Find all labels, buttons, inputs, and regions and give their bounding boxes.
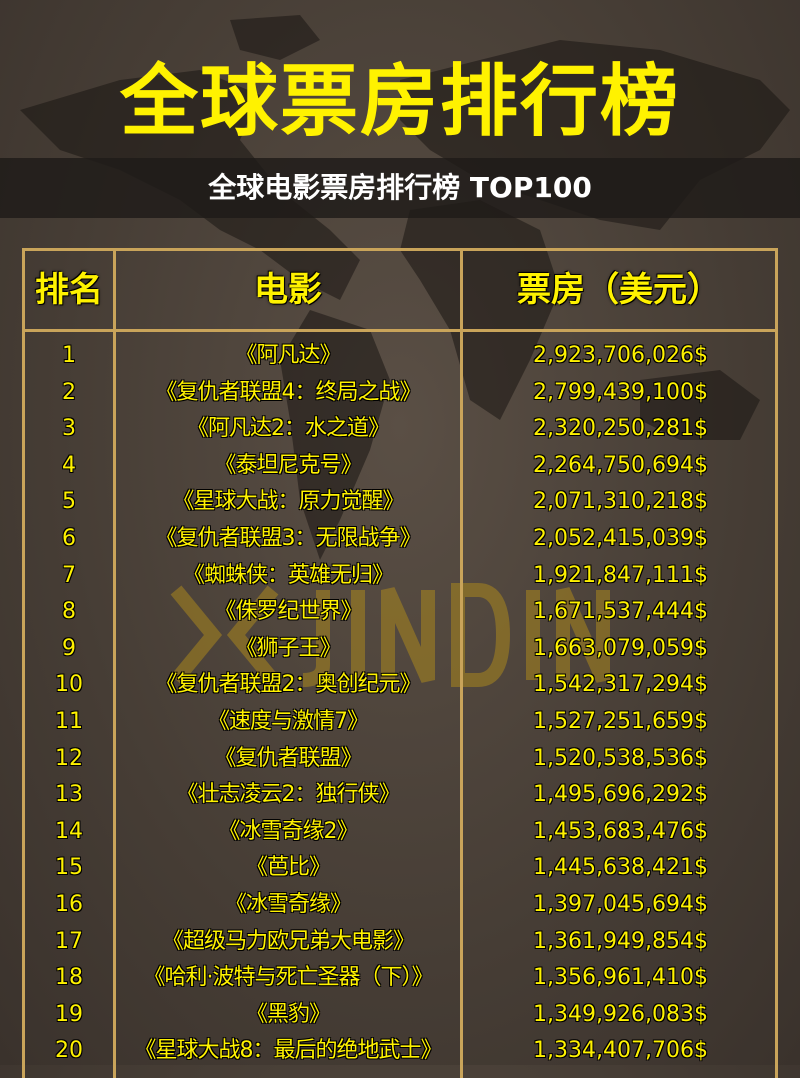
movie-cell: 《侏罗纪世界》	[214, 599, 362, 625]
movie-cell: 《黑豹》	[245, 1001, 331, 1027]
gross-cell: 2,052,415,039$	[533, 526, 708, 551]
gross-cell: 1,671,537,444$	[533, 599, 708, 625]
gross-cell: 1,663,079,059$	[533, 635, 708, 661]
rank-cell: 10	[55, 672, 83, 698]
table-row: 9 《狮子王》 1,663,079,059$	[25, 631, 775, 668]
movie-cell: 《壮志凌云2：独行侠》	[176, 782, 401, 808]
rank-cell: 3	[62, 416, 76, 442]
gross-cell: 1,349,926,083$	[533, 1001, 708, 1027]
movie-cell: 《冰雪奇缘》	[224, 892, 352, 917]
rank-cell: 4	[62, 452, 76, 478]
movie-cell: 《泰坦尼克号》	[214, 452, 362, 478]
gross-cell: 1,495,696,292$	[533, 782, 708, 808]
gross-cell: 2,320,250,281$	[533, 416, 708, 442]
table-row: 13 《壮志凌云2：独行侠》 1,495,696,292$	[25, 777, 775, 814]
table-row: 16 《冰雪奇缘》 1,397,045,694$	[25, 887, 775, 924]
rank-cell: 18	[55, 965, 83, 991]
gross-cell: 1,334,407,706$	[533, 1038, 708, 1064]
rank-cell: 17	[55, 928, 83, 954]
table-row: 20 《星球大战8：最后的绝地武士》 1,334,407,706$	[25, 1033, 775, 1070]
movie-cell: 《阿凡达》	[235, 343, 341, 368]
movie-cell: 《复仇者联盟4：终局之战》	[155, 379, 422, 405]
rank-cell: 1	[62, 343, 76, 368]
watermark-logo-icon	[170, 583, 610, 687]
table-row: 4 《泰坦尼克号》 2,264,750,694$	[25, 448, 775, 485]
table-row: 15 《芭比》 1,445,638,421$	[25, 850, 775, 887]
gross-cell: 2,264,750,694$	[533, 452, 708, 478]
column-header-gross: 票房（美元）	[517, 270, 721, 310]
rank-cell: 13	[55, 782, 83, 808]
header-divider	[25, 329, 775, 332]
table-row: 6 《复仇者联盟3：无限战争》 2,052,415,039$	[25, 521, 775, 558]
movie-cell: 《冰雪奇缘2》	[218, 818, 359, 844]
movie-cell: 《超级马力欧兄弟大电影》	[161, 928, 415, 954]
rank-cell: 15	[55, 855, 83, 881]
rank-cell: 16	[55, 892, 83, 917]
table-row: 7 《蜘蛛侠：英雄无归》 1,921,847,111$	[25, 558, 775, 595]
rank-cell: 20	[55, 1038, 83, 1064]
movie-cell: 《狮子王》	[235, 635, 341, 661]
movie-cell: 《速度与激情7》	[208, 709, 369, 734]
table-row: 3 《阿凡达2：水之道》 2,320,250,281$	[25, 411, 775, 448]
rank-cell: 19	[55, 1001, 83, 1027]
gross-cell: 1,527,251,659$	[533, 709, 708, 734]
gross-cell: 1,397,045,694$	[533, 892, 708, 917]
rank-cell: 2	[62, 379, 76, 405]
page-title: 全球票房排行榜	[119, 57, 680, 147]
table-row: 2 《复仇者联盟4：终局之战》 2,799,439,100$	[25, 375, 775, 412]
gross-cell: 1,356,961,410$	[533, 965, 708, 991]
table-row: 11 《速度与激情7》 1,527,251,659$	[25, 704, 775, 741]
movie-cell: 《芭比》	[245, 855, 331, 881]
rank-cell: 6	[62, 526, 76, 551]
gross-cell: 2,799,439,100$	[533, 379, 708, 405]
subtitle-band	[0, 158, 800, 218]
table-row: 5 《星球大战：原力觉醒》 2,071,310,218$	[25, 484, 775, 521]
table-row: 14 《冰雪奇缘2》 1,453,683,476$	[25, 814, 775, 851]
rank-cell: 12	[55, 745, 83, 771]
column-header-rank: 排名	[35, 270, 103, 310]
rank-cell: 9	[62, 635, 76, 661]
table-row: 10 《复仇者联盟2：奥创纪元》 1,542,317,294$	[25, 667, 775, 704]
table-row: 18 《哈利·波特与死亡圣器（下）》 1,356,961,410$	[25, 960, 775, 997]
rank-cell: 8	[62, 599, 76, 625]
gross-cell: 2,923,706,026$	[533, 343, 708, 368]
gross-cell: 1,453,683,476$	[533, 818, 708, 844]
box-office-table: 排名 电影 票房（美元） 1 《阿凡达》 2,923,706,026$ 2 《复仇者联盟…	[22, 248, 778, 1078]
gross-cell: 1,361,949,854$	[533, 928, 708, 954]
movie-cell: 《复仇者联盟3：无限战争》	[155, 526, 422, 551]
movie-cell: 《复仇者联盟》	[214, 745, 362, 771]
rank-cell: 7	[62, 562, 76, 588]
rank-cell: 14	[55, 818, 83, 844]
column-divider	[460, 251, 463, 1078]
table-row: 17 《超级马力欧兄弟大电影》 1,361,949,854$	[25, 924, 775, 961]
column-divider	[113, 251, 116, 1078]
table-row: 1 《阿凡达》 2,923,706,026$	[25, 338, 775, 375]
column-header-movie: 电影	[254, 270, 322, 310]
movie-cell: 《蜘蛛侠：英雄无归》	[182, 562, 394, 588]
table-row: 19 《黑豹》 1,349,926,083$	[25, 997, 775, 1034]
gross-cell: 1,520,538,536$	[533, 745, 708, 771]
rank-cell: 5	[62, 489, 76, 515]
gross-cell: 1,921,847,111$	[533, 562, 708, 588]
movie-cell: 《复仇者联盟2：奥创纪元》	[155, 672, 422, 698]
page-subtitle: 全球电影票房排行榜 TOP100	[208, 171, 592, 204]
movie-cell: 《哈利·波特与死亡圣器（下）》	[143, 965, 434, 991]
rank-cell: 11	[55, 709, 83, 734]
table-row: 8 《侏罗纪世界》 1,671,537,444$	[25, 594, 775, 631]
movie-cell: 《星球大战8：最后的绝地武士》	[134, 1038, 443, 1064]
gross-cell: 2,071,310,218$	[533, 489, 708, 515]
movie-cell: 《星球大战：原力觉醒》	[172, 489, 404, 515]
table-row: 12 《复仇者联盟》 1,520,538,536$	[25, 741, 775, 778]
gross-cell: 1,445,638,421$	[533, 855, 708, 881]
gross-cell: 1,542,317,294$	[533, 672, 708, 698]
movie-cell: 《阿凡达2：水之道》	[187, 416, 390, 442]
